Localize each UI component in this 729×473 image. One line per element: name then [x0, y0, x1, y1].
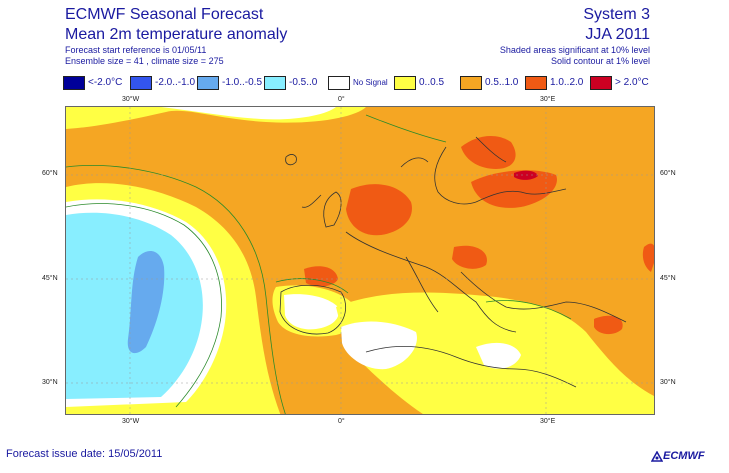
field-1.0-2.0-iberia [304, 266, 338, 287]
system-label: System 3 [583, 6, 650, 23]
graticule [66, 107, 654, 414]
field-minus1.0-minus0.5 [127, 251, 165, 354]
coastlines [279, 136, 627, 388]
lon-tick-bottom: 30°E [540, 418, 556, 425]
legend-swatch [130, 76, 152, 90]
legend: <-2.0°C -2.0..-1.0 -1.0..-0.5 -0.5..0 No… [63, 75, 663, 91]
legend-label: > 2.0°C [615, 77, 649, 88]
lat-tick-left: 30°N [42, 379, 58, 386]
legend-swatch [197, 76, 219, 90]
season-label: JJA 2011 [585, 26, 650, 43]
legend-swatch [63, 76, 85, 90]
legend-label: 1.0..2.0 [550, 77, 584, 88]
legend-swatch [264, 76, 286, 90]
lon-tick-top: 30°W [122, 96, 140, 103]
field-no-signal-africa [341, 321, 417, 370]
ecmwf-logo-icon [651, 451, 663, 462]
field-1.0-2.0-france [346, 184, 412, 236]
ecmwf-logo-text: ECMWF [663, 450, 705, 462]
legend-swatch [590, 76, 612, 90]
legend-label: <-2.0°C [88, 77, 123, 88]
lat-tick-right: 30°N [660, 379, 676, 386]
title-line-2: Mean 2m temperature anomaly [65, 26, 288, 43]
legend-swatch [394, 76, 416, 90]
anomaly-map [65, 106, 655, 415]
field-1.0-2.0-east [642, 243, 654, 272]
legend-label: -1.0..-0.5 [222, 77, 263, 88]
lon-tick-top: 30°E [540, 96, 556, 103]
lat-tick-right: 60°N [660, 170, 676, 177]
field-1.0-2.0-baltic [471, 170, 557, 208]
legend-label: No Signal [353, 78, 388, 87]
lon-tick-bottom: 0° [338, 418, 345, 425]
field-1.0-2.0-scandinavia [461, 135, 516, 169]
legend-swatch [328, 76, 350, 90]
ensemble-size: Ensemble size = 41 , climate size = 275 [65, 56, 224, 66]
legend-swatch [525, 76, 547, 90]
field-1.0-2.0-turkey [594, 315, 623, 335]
field-no-signal-iberia [284, 294, 339, 330]
field-1.0-2.0-balkans [452, 245, 487, 269]
contour-note: Solid contour at 1% level [550, 56, 650, 66]
significance-contours [66, 114, 572, 414]
field-no-signal-north [161, 107, 336, 120]
forecast-start-reference: Forecast start reference is 01/05/11 [65, 45, 207, 55]
legend-swatch [460, 76, 482, 90]
legend-label: -0.5..0 [289, 77, 318, 88]
title-line-1: ECMWF Seasonal Forecast [65, 6, 264, 23]
map-canvas [66, 107, 654, 414]
lat-tick-right: 45°N [660, 275, 676, 282]
lon-tick-bottom: 30°W [122, 418, 140, 425]
significance-note: Shaded areas significant at 10% level [499, 45, 650, 55]
issue-date: Forecast issue date: 15/05/2011 [6, 448, 163, 460]
legend-label: -2.0..-1.0 [155, 77, 196, 88]
lon-tick-top: 0° [338, 96, 345, 103]
field-no-signal-libya [476, 342, 521, 369]
lat-tick-left: 60°N [42, 170, 58, 177]
lat-tick-left: 45°N [42, 275, 58, 282]
legend-label: 0.5..1.0 [485, 77, 519, 88]
legend-label: 0..0.5 [419, 77, 445, 88]
